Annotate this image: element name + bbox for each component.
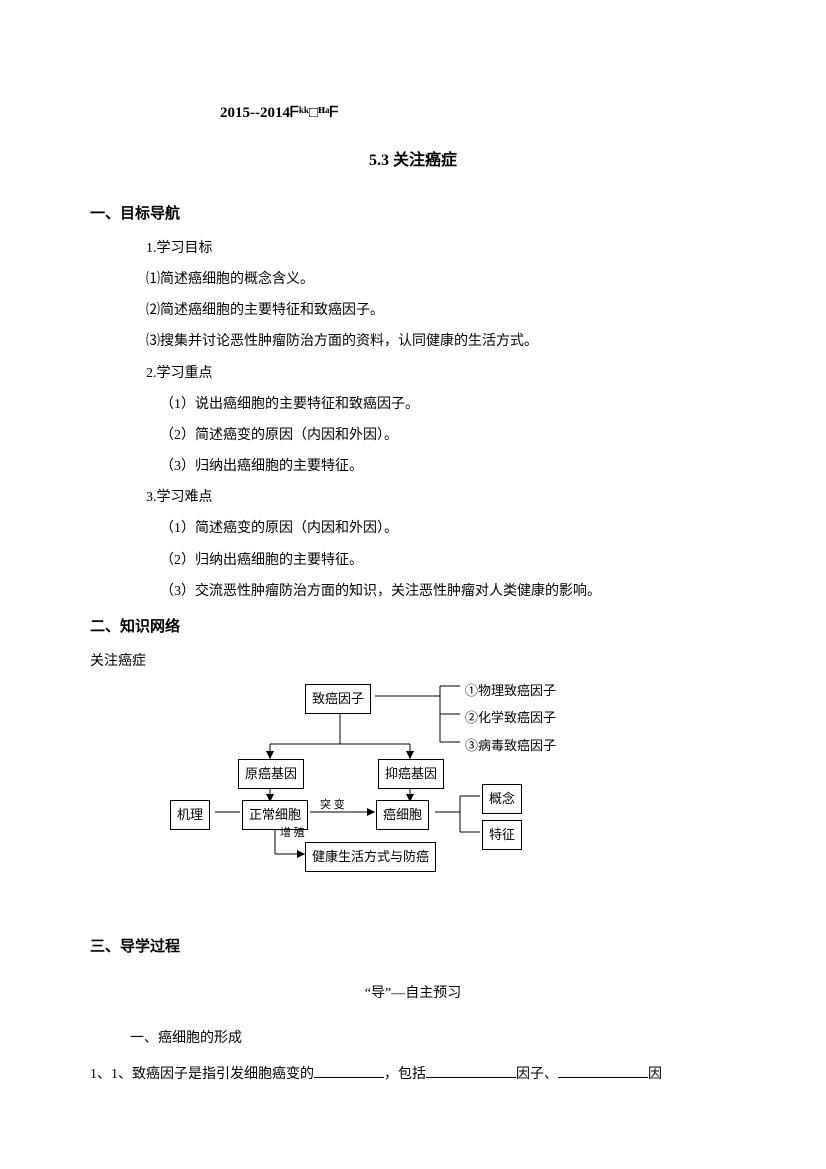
section1-item: ⑴简述癌细胞的概念含义。 <box>146 267 736 292</box>
node-jiankang: 健康生活方式与防癌 <box>305 842 436 871</box>
section1-item: ⑵简述癌细胞的主要特征和致癌因子。 <box>146 298 736 323</box>
section2-heading: 二、知识网络 <box>90 614 736 641</box>
blank-field[interactable] <box>426 1062 516 1078</box>
label-tubian: 突 变 <box>320 796 345 816</box>
section3-sub1: 一、癌细胞的形成 <box>130 1026 736 1051</box>
label-factor2: ②化学致癌因子 <box>465 706 556 729</box>
label-factor3: ③病毒致癌因子 <box>465 734 556 757</box>
section1-sub3: 3.学习难点 <box>146 485 736 510</box>
label-zengzhi: 增 殖 <box>280 824 305 844</box>
section3-subtitle: “导”—自主预习 <box>90 981 736 1006</box>
section3-heading: 三、导学过程 <box>90 934 736 961</box>
section1-item: （2）归纳出癌细胞的主要特征。 <box>160 548 736 573</box>
node-tezheng: 特征 <box>482 820 522 849</box>
section1-item: （1）简述癌变的原因（内因和外因）。 <box>160 516 736 541</box>
section1-item: （1）说出癌细胞的主要特征和致癌因子。 <box>160 392 736 417</box>
blank-field[interactable] <box>314 1062 384 1078</box>
fill-text: 因子、 <box>516 1067 558 1082</box>
knowledge-diagram: 致癌因子 ①物理致癌因子 ②化学致癌因子 ③病毒致癌因子 原癌基因 抑癌基因 机… <box>150 684 670 914</box>
label-factor1: ①物理致癌因子 <box>465 679 556 702</box>
node-zhiai: 致癌因子 <box>305 684 371 713</box>
section1-heading: 一、目标导航 <box>90 201 736 228</box>
fill-in-blank-line: 1、1、致癌因子是指引发细胞癌变的 ，包括 因子、 因 <box>90 1062 736 1087</box>
section1-item: （3）交流恶性肿瘤防治方面的知识，关注恶性肿瘤对人类健康的影响。 <box>160 579 736 604</box>
blank-field[interactable] <box>558 1062 648 1078</box>
section1-sub2: 2.学习重点 <box>146 361 736 386</box>
section1-item: （2）简述癌变的原因（内因和外因）。 <box>160 423 736 448</box>
fill-suffix: 因 <box>648 1067 662 1082</box>
section1-sub1: 1.学习目标 <box>146 236 736 261</box>
node-yiai: 抑癌基因 <box>378 759 444 788</box>
node-yuanai: 原癌基因 <box>238 759 304 788</box>
section1-item: ⑶搜集并讨论恶性肿瘤防治方面的资料，认同健康的生活方式。 <box>146 329 736 354</box>
diagram-svg <box>150 684 670 914</box>
section1-item: （3）归纳出癌细胞的主要特征。 <box>160 454 736 479</box>
header-text: 2015--2014ᖴᵏᵏ□ᴴᵃᖴ <box>220 100 736 127</box>
node-aixibao: 癌细胞 <box>376 800 429 829</box>
fill-prefix: 1、1、致癌因子是指引发细胞癌变的 <box>90 1067 314 1082</box>
node-jili: 机理 <box>170 800 210 829</box>
document-title: 5.3 关注癌症 <box>90 147 736 176</box>
network-label: 关注癌症 <box>90 649 736 674</box>
fill-text: ，包括 <box>384 1067 426 1082</box>
node-gainian: 概念 <box>482 784 522 813</box>
